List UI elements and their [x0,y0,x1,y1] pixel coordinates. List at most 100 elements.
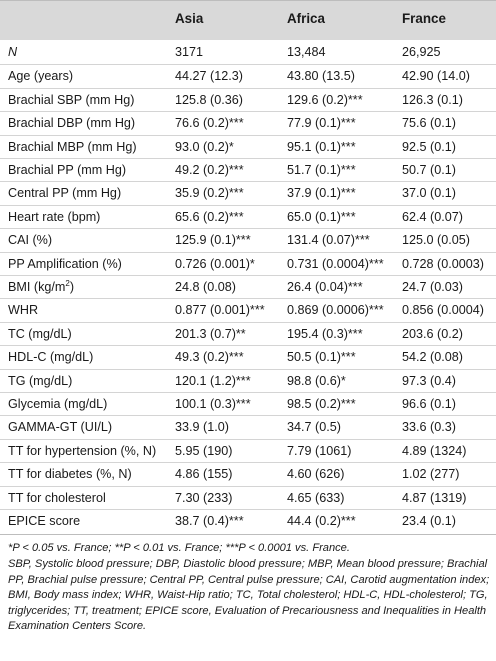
cell-africa: 65.0 (0.1)*** [287,209,356,224]
row-label: WHR [8,303,39,318]
cell-asia: 4.86 (155) [175,467,233,482]
cell-africa: 44.4 (0.2)*** [287,514,356,528]
table-row: Age (years) 44.27 (12.3) 43.80 (13.5) 42.90… [0,64,496,88]
cell-asia: 7.30 (233) [175,490,233,505]
table-row: TC (mg/dL) 201.3 (0.7)** 195.4 (0.3)*** 203… [0,321,496,346]
table-row: Glycemia (mg/dL) 100.1 (0.3)*** 98.5 (0.2)… [0,392,496,416]
cell-asia: 49.2 (0.2)*** [175,163,244,177]
cell-asia: 0.726 (0.001)* [175,256,255,271]
table-row: WHR 0.877 (0.001)*** 0.869 (0.0006)*** 0.85… [0,298,496,322]
cell-asia: 3171 [175,45,204,59]
cell-france: 37.0 (0.1) [402,186,456,201]
row-label: BMI (kg/m2) [8,278,75,294]
column-header-africa: Africa [287,11,325,26]
table-row: EPICE score 38.7 (0.4)*** 44.4 (0.2)*** 23.… [0,509,496,533]
row-label: TT for cholesterol [8,490,106,505]
cell-asia: 38.7 (0.4)*** [175,514,244,528]
cell-asia: 44.27 (12.3) [175,69,243,84]
cell-africa: 34.7 (0.5) [287,420,341,435]
cell-france: 62.4 (0.07) [402,209,463,224]
cell-africa: 95.1 (0.1)*** [287,139,356,154]
row-label: Brachial PP (mm Hg) [8,163,127,177]
table-header: Asia Africa France [0,0,496,40]
row-label: Brachial DBP (mm Hg) [8,116,136,131]
cell-france: 33.6 (0.3) [402,420,456,435]
cell-asia: 120.1 (1.2)*** [175,373,251,388]
cell-france: 50.7 (0.1) [402,163,456,177]
row-label: TC (mg/dL) [8,326,72,341]
row-label: Brachial MBP (mm Hg) [8,139,137,154]
cell-africa: 50.5 (0.1)*** [287,350,356,365]
cell-asia: 100.1 (0.3)*** [175,397,251,411]
cell-africa: 7.79 (1061) [287,443,352,458]
cell-france: 0.856 (0.0004) [402,303,484,318]
table-row: HDL-C (mg/dL) 49.3 (0.2)*** 50.5 (0.1)*** 5… [0,345,496,369]
cell-france: 125.0 (0.05) [402,233,470,248]
cell-africa: 37.9 (0.1)*** [287,186,356,201]
row-label: Central PP (mm Hg) [8,186,122,201]
cell-france: 97.3 (0.4) [402,373,456,388]
column-header-france: France [402,11,446,26]
cell-asia: 49.3 (0.2)*** [175,350,244,365]
row-label: Age (years) [8,69,74,84]
cell-africa: 77.9 (0.1)*** [287,116,356,131]
row-label: Brachial SBP (mm Hg) [8,92,135,107]
cell-asia: 65.6 (0.2)*** [175,209,244,224]
table-row: GAMMA-GT (UI/L) 33.9 (1.0) 34.7 (0.5) 33.6 … [0,415,496,439]
cell-asia: 33.9 (1.0) [175,420,229,435]
table-row: N 3171 13,484 26,925 [0,41,496,64]
cell-france: 0.728 (0.0003) [402,256,484,271]
table-footnotes: *P < 0.05 vs. France; **P < 0.01 vs. Fra… [8,541,492,635]
row-label: PP Amplification (%) [8,256,122,271]
cell-africa: 4.65 (633) [287,490,345,505]
table-row: TG (mg/dL) 120.1 (1.2)*** 98.8 (0.6)* 97.3 … [0,368,496,393]
cell-africa: 129.6 (0.2)*** [287,92,363,107]
row-label: TT for diabetes (%, N) [8,467,132,482]
table-row: BMI (kg/m2) 24.8 (0.08) 26.4 (0.04)*** 24.7… [0,275,496,299]
cell-africa: 195.4 (0.3)*** [287,326,363,341]
row-label-superscript: 2 [65,278,70,288]
cell-asia: 24.8 (0.08) [175,280,236,294]
cell-france: 75.6 (0.1) [402,116,456,131]
table-bottom-rule [0,534,496,536]
cell-africa: 98.8 (0.6)* [287,373,346,388]
table-row: Brachial SBP (mm Hg) 125.8 (0.36) 129.6 (0… [0,87,496,112]
row-label: HDL-C (mg/dL) [8,350,94,365]
row-label: N [8,45,18,59]
cell-africa: 4.60 (626) [287,467,345,482]
row-label: TG (mg/dL) [8,373,73,388]
cell-france: 1.02 (277) [402,467,460,482]
cell-asia: 76.6 (0.2)*** [175,116,244,131]
cell-africa: 131.4 (0.07)*** [287,233,370,248]
row-label-tail: ) [69,280,75,294]
row-label: TT for hypertension (%, N) [8,443,157,458]
cell-africa: 51.7 (0.1)*** [287,163,356,177]
table-row: CAI (%) 125.9 (0.1)*** 131.4 (0.07)*** 125.… [0,228,496,252]
table-row: TT for diabetes (%, N) 4.86 (155) 4.60 (62… [0,462,496,486]
cell-france: 203.6 (0.2) [402,326,463,341]
cell-africa: 13,484 [287,45,326,59]
cell-africa: 0.731 (0.0004)*** [287,256,384,271]
cell-france: 23.4 (0.1) [402,514,456,528]
footnote-significance: *P < 0.05 vs. France; **P < 0.01 vs. Fra… [8,542,350,555]
cell-asia: 0.877 (0.001)*** [175,303,265,318]
cell-france: 42.90 (14.0) [402,69,470,84]
cell-asia: 35.9 (0.2)*** [175,186,244,201]
table-row: TT for hypertension (%, N) 5.95 (190) 7.79… [0,438,496,463]
cell-asia: 201.3 (0.7)** [175,326,246,341]
row-label: CAI (%) [8,233,53,248]
column-header-asia: Asia [175,11,204,26]
cell-asia: 5.95 (190) [175,443,233,458]
row-label: Glycemia (mg/dL) [8,397,108,411]
cell-france: 126.3 (0.1) [402,92,463,107]
cell-africa: 26.4 (0.04)*** [287,280,363,294]
cell-africa: 98.5 (0.2)*** [287,397,356,411]
cell-france: 24.7 (0.03) [402,280,463,294]
cell-asia: 125.8 (0.36) [175,92,243,107]
cell-france: 4.89 (1324) [402,443,467,458]
cell-france: 54.2 (0.08) [402,350,463,365]
row-label: GAMMA-GT (UI/L) [8,420,113,435]
table-row: PP Amplification (%) 0.726 (0.001)* 0.731 … [0,251,496,276]
cell-africa: 43.80 (13.5) [287,69,355,84]
table-row: Brachial DBP (mm Hg) 76.6 (0.2)*** 77.9 (0… [0,111,496,135]
